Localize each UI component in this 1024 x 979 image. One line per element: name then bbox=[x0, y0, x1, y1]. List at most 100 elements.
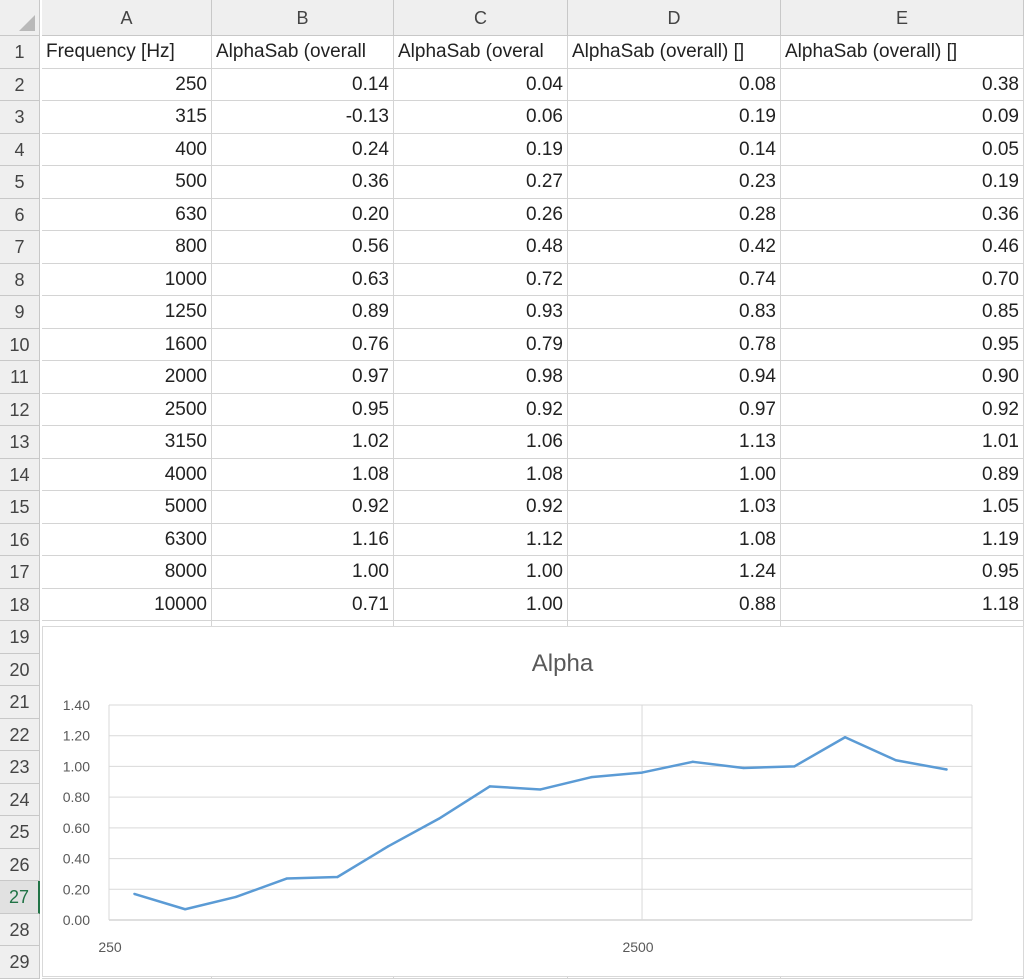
data-cell[interactable]: 0.56 bbox=[212, 231, 394, 264]
data-cell[interactable]: 0.08 bbox=[568, 68, 781, 101]
data-cell[interactable]: 0.88 bbox=[568, 588, 781, 621]
row-header-15[interactable]: 15 bbox=[0, 491, 40, 524]
header-cell-e[interactable]: AlphaSab (overall) [] bbox=[781, 36, 1024, 69]
data-cell[interactable]: 2500 bbox=[42, 393, 212, 426]
header-cell-a[interactable]: Frequency [Hz] bbox=[42, 36, 212, 69]
data-cell[interactable]: 0.92 bbox=[212, 491, 394, 524]
column-header-c[interactable]: C bbox=[394, 0, 568, 36]
data-cell[interactable]: 1.08 bbox=[394, 458, 568, 491]
data-cell[interactable]: 0.79 bbox=[394, 328, 568, 361]
data-cell[interactable]: 1.00 bbox=[394, 588, 568, 621]
data-cell[interactable]: 0.38 bbox=[781, 68, 1024, 101]
data-cell[interactable]: 2000 bbox=[42, 361, 212, 394]
column-header-d[interactable]: D bbox=[568, 0, 781, 36]
data-cell[interactable]: 0.71 bbox=[212, 588, 394, 621]
row-header-1[interactable]: 1 bbox=[0, 36, 40, 69]
data-cell[interactable]: 0.72 bbox=[394, 263, 568, 296]
data-cell[interactable]: 0.97 bbox=[212, 361, 394, 394]
data-cell[interactable]: 1.03 bbox=[568, 491, 781, 524]
data-cell[interactable]: 0.09 bbox=[781, 101, 1024, 134]
data-cell[interactable]: 0.70 bbox=[781, 263, 1024, 296]
data-cell[interactable]: 0.19 bbox=[568, 101, 781, 134]
data-cell[interactable]: 0.95 bbox=[781, 556, 1024, 589]
data-cell[interactable]: 800 bbox=[42, 231, 212, 264]
data-cell[interactable]: 10000 bbox=[42, 588, 212, 621]
row-header-27[interactable]: 27 bbox=[0, 881, 40, 914]
row-header-6[interactable]: 6 bbox=[0, 198, 40, 231]
data-cell[interactable]: 315 bbox=[42, 101, 212, 134]
data-cell[interactable]: 1.06 bbox=[394, 426, 568, 459]
data-cell[interactable]: 1000 bbox=[42, 263, 212, 296]
data-cell[interactable]: -0.13 bbox=[212, 101, 394, 134]
data-cell[interactable]: 1.16 bbox=[212, 523, 394, 556]
data-cell[interactable]: 0.97 bbox=[568, 393, 781, 426]
data-cell[interactable]: 1.13 bbox=[568, 426, 781, 459]
header-cell-c[interactable]: AlphaSab (overal bbox=[394, 36, 568, 69]
data-cell[interactable]: 0.98 bbox=[394, 361, 568, 394]
data-cell[interactable]: 0.95 bbox=[781, 328, 1024, 361]
row-header-13[interactable]: 13 bbox=[0, 426, 40, 459]
data-cell[interactable]: 0.36 bbox=[212, 166, 394, 199]
row-header-17[interactable]: 17 bbox=[0, 556, 40, 589]
row-header-14[interactable]: 14 bbox=[0, 458, 40, 491]
column-header-b[interactable]: B bbox=[212, 0, 394, 36]
row-header-7[interactable]: 7 bbox=[0, 231, 40, 264]
data-cell[interactable]: 0.74 bbox=[568, 263, 781, 296]
data-cell[interactable]: 0.48 bbox=[394, 231, 568, 264]
select-all-corner[interactable] bbox=[0, 0, 40, 36]
alpha-line-chart[interactable]: Alpha 0.00 0.20 0.40 0.60 0.80 1.00 1.20 1.40 250… bbox=[42, 626, 1024, 977]
data-cell[interactable]: 0.92 bbox=[394, 491, 568, 524]
data-cell[interactable]: 1.12 bbox=[394, 523, 568, 556]
data-cell[interactable]: 0.36 bbox=[781, 198, 1024, 231]
data-cell[interactable]: 0.24 bbox=[212, 133, 394, 166]
data-cell[interactable]: 1600 bbox=[42, 328, 212, 361]
data-cell[interactable]: 0.83 bbox=[568, 296, 781, 329]
data-cell[interactable]: 0.76 bbox=[212, 328, 394, 361]
column-header-e[interactable]: E bbox=[781, 0, 1024, 36]
data-cell[interactable]: 0.92 bbox=[394, 393, 568, 426]
data-cell[interactable]: 1.19 bbox=[781, 523, 1024, 556]
data-cell[interactable]: 1.00 bbox=[568, 458, 781, 491]
data-cell[interactable]: 0.05 bbox=[781, 133, 1024, 166]
data-cell[interactable]: 500 bbox=[42, 166, 212, 199]
data-cell[interactable]: 4000 bbox=[42, 458, 212, 491]
data-cell[interactable]: 0.14 bbox=[568, 133, 781, 166]
data-cell[interactable]: 0.26 bbox=[394, 198, 568, 231]
header-cell-d[interactable]: AlphaSab (overall) [] bbox=[568, 36, 781, 69]
data-cell[interactable]: 1250 bbox=[42, 296, 212, 329]
row-header-26[interactable]: 26 bbox=[0, 848, 40, 881]
data-cell[interactable]: 0.42 bbox=[568, 231, 781, 264]
data-cell[interactable]: 0.78 bbox=[568, 328, 781, 361]
row-header-3[interactable]: 3 bbox=[0, 101, 40, 134]
data-cell[interactable]: 0.63 bbox=[212, 263, 394, 296]
data-cell[interactable]: 0.19 bbox=[781, 166, 1024, 199]
data-cell[interactable]: 1.24 bbox=[568, 556, 781, 589]
row-header-22[interactable]: 22 bbox=[0, 718, 40, 751]
row-header-29[interactable]: 29 bbox=[0, 946, 40, 979]
row-header-12[interactable]: 12 bbox=[0, 393, 40, 426]
data-cell[interactable]: 1.08 bbox=[568, 523, 781, 556]
row-header-8[interactable]: 8 bbox=[0, 263, 40, 296]
data-cell[interactable]: 0.23 bbox=[568, 166, 781, 199]
data-cell[interactable]: 0.04 bbox=[394, 68, 568, 101]
data-cell[interactable]: 250 bbox=[42, 68, 212, 101]
row-header-16[interactable]: 16 bbox=[0, 523, 40, 556]
row-header-20[interactable]: 20 bbox=[0, 653, 40, 686]
row-header-21[interactable]: 21 bbox=[0, 686, 40, 719]
data-cell[interactable]: 1.08 bbox=[212, 458, 394, 491]
data-cell[interactable]: 1.00 bbox=[212, 556, 394, 589]
row-header-10[interactable]: 10 bbox=[0, 328, 40, 361]
data-cell[interactable]: 0.93 bbox=[394, 296, 568, 329]
data-cell[interactable]: 1.01 bbox=[781, 426, 1024, 459]
data-cell[interactable]: 1.18 bbox=[781, 588, 1024, 621]
data-cell[interactable]: 0.89 bbox=[212, 296, 394, 329]
data-cell[interactable]: 0.90 bbox=[781, 361, 1024, 394]
data-cell[interactable]: 3150 bbox=[42, 426, 212, 459]
data-cell[interactable]: 0.19 bbox=[394, 133, 568, 166]
data-cell[interactable]: 0.89 bbox=[781, 458, 1024, 491]
column-header-a[interactable]: A bbox=[42, 0, 212, 36]
row-header-25[interactable]: 25 bbox=[0, 816, 40, 849]
row-header-24[interactable]: 24 bbox=[0, 783, 40, 816]
row-header-5[interactable]: 5 bbox=[0, 166, 40, 199]
row-header-23[interactable]: 23 bbox=[0, 751, 40, 784]
